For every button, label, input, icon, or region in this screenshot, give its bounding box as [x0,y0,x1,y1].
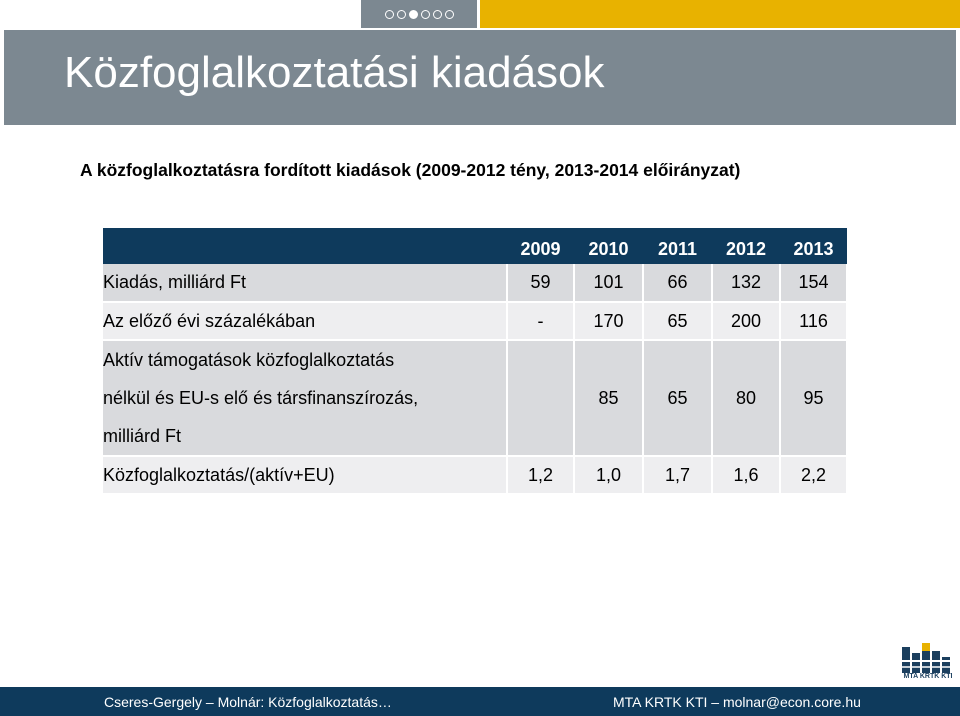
slide-title: Közfoglalkoztatási kiadások [64,48,605,97]
table-cell: 1,0 [574,456,644,495]
mta-krtk-kti-logo-icon [902,643,950,673]
table-cell: 1,6 [712,456,781,495]
table-header-cell: 2012 [712,228,780,264]
table-cell: 59 [507,264,575,303]
accent-bar [480,0,960,28]
row-label-line: milliárd Ft [103,426,182,446]
table-header-cell: 2009 [507,228,574,264]
title-band: Közfoglalkoztatási kiadások [4,30,956,125]
row-label: Az előző évi százalékában [103,302,508,341]
table-row: Közfoglalkoztatás/(aktív+EU) 1,2 1,0 1,7… [103,456,848,495]
table-cell: 80 [712,340,781,457]
table-header-row: 2009 2010 2011 2012 2013 [103,228,847,264]
row-label: Kiadás, milliárd Ft [103,264,508,303]
row-label-line: Aktív támogatások közfoglalkoztatás [103,350,395,370]
progress-dot-icon [432,9,442,19]
table-cell: 101 [574,264,644,303]
table-row: Aktív támogatások közfoglalkoztatás nélk… [103,340,848,457]
table-cell: 154 [780,264,848,303]
table-header-cell: 2011 [643,228,712,264]
table-cell: 2,2 [780,456,848,495]
table-cell: - [507,302,575,341]
table-cell: 170 [574,302,644,341]
table-cell: 95 [780,340,848,457]
progress-dot-icon [444,9,454,19]
row-label: Aktív támogatások közfoglalkoztatás nélk… [103,340,508,457]
table-header-cell [103,228,507,264]
table-cell: 132 [712,264,781,303]
table-cell: 65 [643,340,713,457]
progress-dot-icon [420,9,430,19]
row-label: Közfoglalkoztatás/(aktív+EU) [103,456,508,495]
table-header-cell: 2013 [780,228,847,264]
table-cell: 65 [643,302,713,341]
table-cell: 1,2 [507,456,575,495]
table-cell: 116 [780,302,848,341]
table-row: Kiadás, milliárd Ft 59 101 66 132 154 [103,264,848,303]
table-cell [507,340,575,457]
table-cell: 200 [712,302,781,341]
slide-progress-indicator [361,0,477,28]
footer-bar: Cseres-Gergely – Molnár: Közfoglalkoztat… [0,687,960,716]
progress-dot-icon [396,9,406,19]
table-row: Az előző évi százalékában - 170 65 200 1… [103,302,848,341]
progress-dot-icon [384,9,394,19]
expenditure-table: 2009 2010 2011 2012 2013 Kiadás, milliár… [103,228,848,495]
table-header-cell: 2010 [574,228,643,264]
table-cell: 85 [574,340,644,457]
footer-authors: Cseres-Gergely – Molnár: Közfoglalkoztat… [104,694,392,710]
footer-contact: MTA KRTK KTI – molnar@econ.core.hu [613,694,861,710]
progress-dot-active-icon [408,9,418,19]
slide-subtitle: A közfoglalkoztatásra fordított kiadások… [80,160,741,180]
row-label-line: nélkül és EU-s elő és társfinanszírozás, [103,388,419,408]
logo-caption: MTA KRTK KTI [903,673,953,680]
table-cell: 1,7 [643,456,713,495]
table-cell: 66 [643,264,713,303]
